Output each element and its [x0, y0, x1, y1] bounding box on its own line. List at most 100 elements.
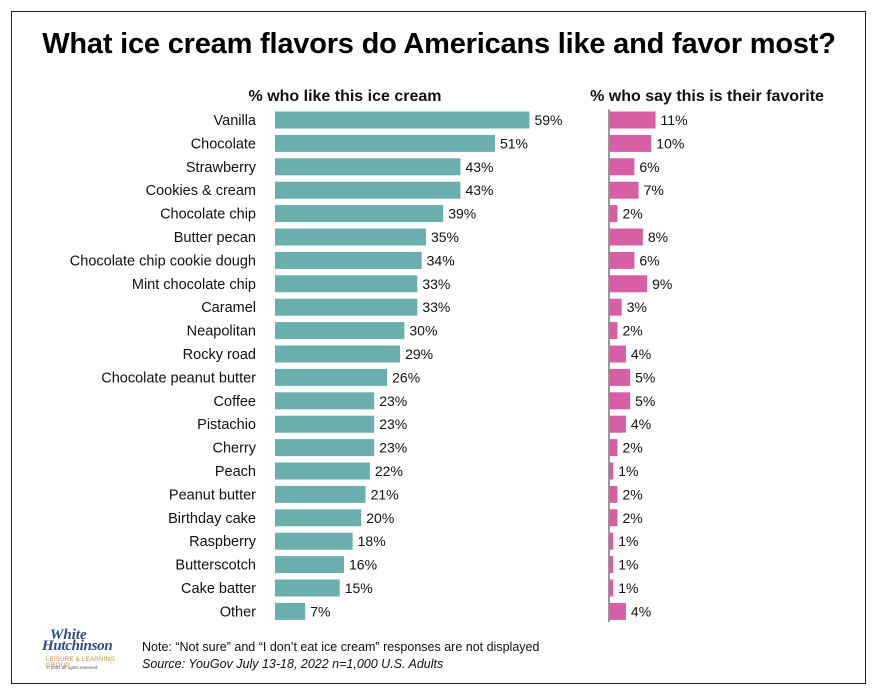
favorite-bar: [609, 275, 648, 293]
like-value-label: 21%: [371, 486, 399, 502]
category-label: Cookies & cream: [146, 183, 256, 199]
like-value-label: 23%: [379, 440, 407, 456]
like-value-label: 20%: [366, 510, 394, 526]
category-label: Mint chocolate chip: [132, 277, 256, 293]
like-bar: [275, 439, 375, 457]
like-value-label: 23%: [379, 416, 407, 432]
favorite-value-label: 10%: [656, 135, 684, 151]
like-value-label: 16%: [349, 557, 377, 573]
like-value-label: 26%: [392, 369, 420, 385]
like-bar: [275, 251, 422, 269]
category-label: Neapolitan: [187, 324, 256, 340]
like-value-label: 39%: [448, 206, 476, 222]
favorite-bar: [609, 322, 618, 340]
category-label: Chocolate peanut butter: [101, 370, 256, 386]
like-value-label: 34%: [427, 252, 455, 268]
favorite-value-label: 2%: [622, 486, 642, 502]
favorite-value-label: 2%: [622, 206, 642, 222]
favorite-value-label: 1%: [618, 463, 638, 479]
favorite-value-label: 9%: [652, 276, 672, 292]
category-label: Chocolate chip: [160, 207, 256, 223]
category-label: Peach: [215, 464, 256, 480]
panel-heading-favorite: % who say this is their favorite: [590, 88, 824, 105]
category-label: Chocolate: [191, 136, 256, 152]
favorite-bar: [609, 532, 614, 550]
footnote: Note: “Not sure” and “I don’t eat ice cr…: [142, 640, 540, 654]
favorite-bar: [609, 228, 643, 246]
favorite-bar: [609, 439, 618, 457]
favorite-value-label: 1%: [618, 557, 638, 573]
like-value-label: 43%: [465, 182, 493, 198]
like-value-label: 23%: [379, 393, 407, 409]
like-bar: [275, 415, 375, 433]
favorite-bar: [609, 345, 626, 363]
favorite-bar: [609, 462, 614, 480]
like-value-label: 33%: [422, 299, 450, 315]
favorite-value-label: 2%: [622, 510, 642, 526]
favorite-bar: [609, 392, 631, 410]
like-bar: [275, 392, 375, 410]
favorite-bar: [609, 111, 656, 129]
like-bar: [275, 228, 426, 246]
panel-heading-like: % who like this ice cream: [249, 88, 442, 105]
like-value-label: 43%: [465, 159, 493, 175]
favorite-value-label: 2%: [622, 440, 642, 456]
favorite-value-label: 1%: [618, 533, 638, 549]
category-label: Caramel: [201, 300, 256, 316]
like-value-label: 30%: [409, 323, 437, 339]
like-value-label: 18%: [358, 533, 386, 549]
like-value-label: 29%: [405, 346, 433, 362]
logo-tagline: LEISURE & LEARNING GROUP: [46, 657, 116, 669]
favorite-value-label: 5%: [635, 369, 655, 385]
like-bar: [275, 485, 366, 503]
favorite-value-label: 4%: [631, 346, 651, 362]
category-label: Cake batter: [181, 581, 256, 597]
like-value-label: 15%: [345, 580, 373, 596]
favorite-bar: [609, 134, 652, 152]
like-bar: [275, 111, 530, 129]
chart-title: What ice cream flavors do Americans like…: [42, 28, 836, 60]
category-label: Raspberry: [189, 534, 257, 550]
favorite-bar: [609, 298, 622, 316]
favorite-value-label: 7%: [644, 182, 664, 198]
like-bar: [275, 205, 444, 223]
logo-copyright: © 2022 all rights reserved: [46, 665, 98, 670]
like-bar: [275, 345, 401, 363]
category-label: Coffee: [214, 394, 256, 410]
favorite-bar: [609, 485, 618, 503]
category-label: Chocolate chip cookie dough: [70, 253, 256, 269]
like-bar: [275, 462, 370, 480]
like-bar: [275, 556, 344, 574]
like-bar: [275, 509, 362, 527]
like-bar: [275, 181, 461, 199]
like-value-label: 35%: [431, 229, 459, 245]
category-label: Strawberry: [186, 160, 257, 176]
like-value-label: 7%: [310, 603, 330, 619]
category-label: Butterscotch: [175, 558, 256, 574]
like-value-label: 51%: [500, 135, 528, 151]
favorite-bar: [609, 251, 635, 269]
like-bar: [275, 298, 418, 316]
source-line: Source: YouGov July 13-18, 2022 n=1,000 …: [142, 657, 444, 671]
white-hutchinson-logo: White Hutchinson LEISURE & LEARNING GROU…: [40, 627, 130, 675]
favorite-value-label: 1%: [618, 580, 638, 596]
favorite-value-label: 4%: [631, 416, 651, 432]
category-label: Cherry: [212, 441, 256, 457]
favorite-bar: [609, 509, 618, 527]
category-label: Peanut butter: [169, 487, 256, 503]
favorite-value-label: 8%: [648, 229, 668, 245]
like-bar: [275, 532, 353, 550]
like-bar: [275, 602, 306, 620]
like-bar: [275, 579, 340, 597]
favorite-bar: [609, 205, 618, 223]
favorite-value-label: 4%: [631, 603, 651, 619]
like-value-label: 22%: [375, 463, 403, 479]
like-bar: [275, 368, 388, 386]
favorite-value-label: 3%: [627, 299, 647, 315]
logo-line1: White: [50, 627, 87, 643]
favorite-bar: [609, 602, 626, 620]
category-label: Pistachio: [197, 417, 256, 433]
favorite-value-label: 6%: [639, 252, 659, 268]
category-label: Rocky road: [183, 347, 256, 363]
